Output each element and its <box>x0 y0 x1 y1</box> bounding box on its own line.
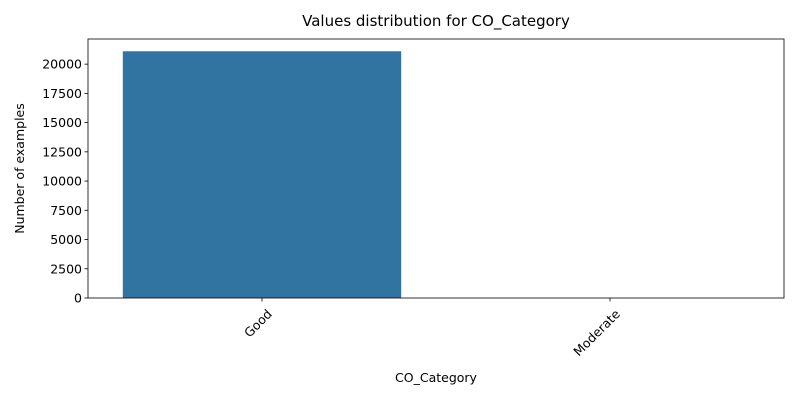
y-tick-label: 20000 <box>42 57 82 72</box>
bars-group <box>122 51 402 299</box>
x-axis: Good Moderate <box>241 298 623 359</box>
x-tick-label: Moderate <box>570 306 623 359</box>
y-tick-label: 7500 <box>50 203 82 218</box>
y-tick-label: 2500 <box>50 261 82 276</box>
y-tick-label: 17500 <box>42 86 82 101</box>
y-axis: 0 2500 5000 7500 10000 12500 15000 17500 20000 <box>42 57 88 306</box>
x-axis-label: CO_Category <box>395 370 478 385</box>
chart-title: Values distribution for CO_Category <box>302 12 570 31</box>
y-tick-label: 0 <box>74 291 82 306</box>
y-axis-label: Number of examples <box>12 103 27 234</box>
y-tick-label: 5000 <box>50 232 82 247</box>
y-tick-label: 12500 <box>42 144 82 159</box>
y-tick-label: 10000 <box>42 174 82 189</box>
x-tick-label: Good <box>241 306 275 340</box>
y-tick-label: 15000 <box>42 115 82 130</box>
bar-good <box>122 51 402 299</box>
plot-frame <box>87 38 785 299</box>
